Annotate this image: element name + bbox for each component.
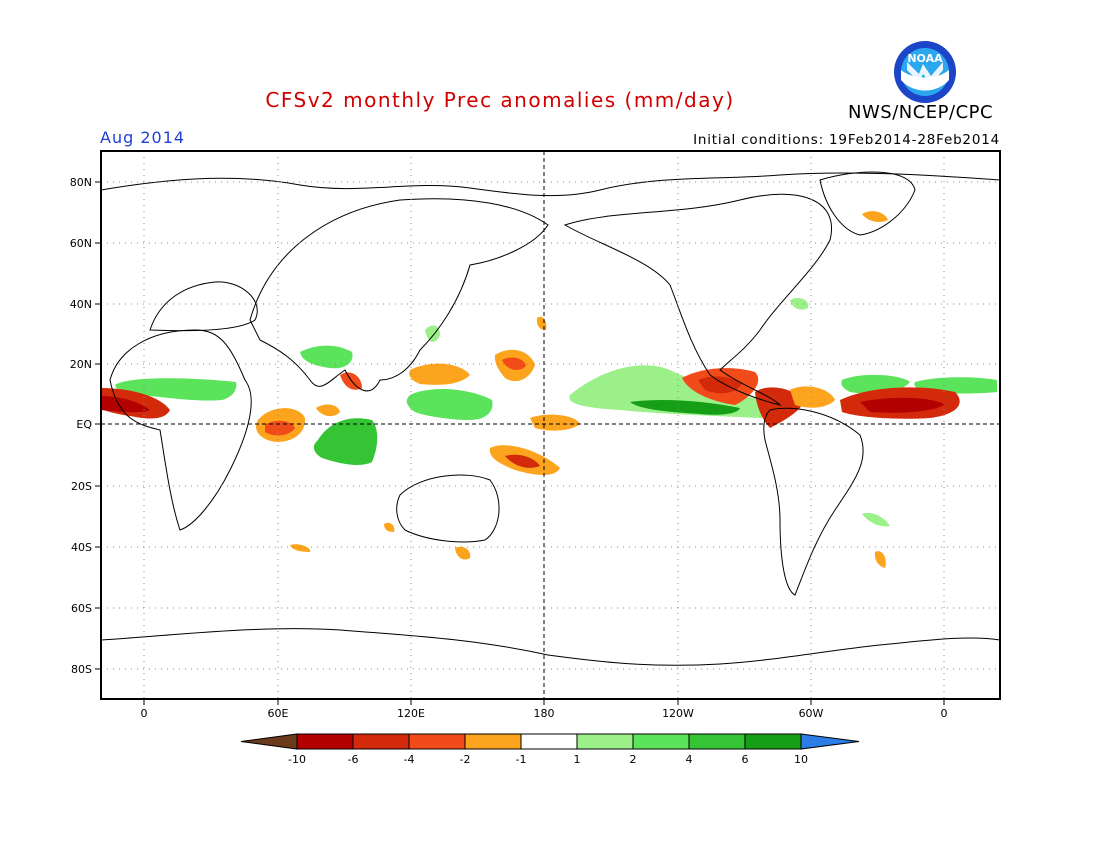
colorbar-segment	[520, 733, 578, 750]
colorbar-label: 6	[742, 753, 749, 766]
colorbar-label: 10	[794, 753, 808, 766]
colorbar-label: 4	[686, 753, 693, 766]
colorbar-label: -10	[288, 753, 306, 766]
latitude-label: 20S	[71, 480, 92, 493]
colorbar-segment	[688, 733, 746, 750]
colorbar-label: -2	[460, 753, 471, 766]
dry-anomaly-greenland	[862, 211, 888, 222]
coastline-africa	[109, 329, 252, 531]
wet-anomaly-north-atlantic	[790, 297, 809, 310]
latitude-label: 60S	[71, 602, 92, 615]
graticule	[95, 151, 1000, 705]
dry-anomaly-dateline	[530, 414, 580, 431]
dry-anomalies	[101, 211, 960, 568]
longitude-label: 0	[941, 707, 948, 720]
coastline-europe	[149, 281, 258, 332]
colorbar-segment	[576, 733, 634, 750]
longitude-label: 120E	[397, 707, 425, 720]
colorbar: -10 -6 -4 -2 -1 1 2 4 6 10	[240, 733, 860, 766]
colorbar-segment	[632, 733, 690, 750]
colorbar-segment	[408, 733, 466, 750]
noaa-logo-text: NOAA	[907, 52, 943, 65]
anomaly-fields	[101, 211, 997, 568]
dry-anomaly-australia-west	[384, 522, 395, 532]
colorbar-label: 1	[574, 753, 581, 766]
longitude-label: 0	[141, 707, 148, 720]
colorbar-arrow-dry	[240, 733, 298, 750]
map-title: CFSv2 monthly Prec anomalies (mm/day)	[265, 88, 735, 112]
latitude-labels: 80N 60N 40N 20N EQ 20S 40S 60S 80S	[70, 176, 93, 676]
coastline-north-america	[563, 193, 832, 406]
colorbar-label: -4	[404, 753, 415, 766]
longitude-label: 60E	[268, 707, 289, 720]
wet-anomaly-itcz-core	[630, 400, 740, 415]
latitude-label: 80S	[71, 663, 92, 676]
map-frame	[100, 150, 1001, 700]
latitude-label: 40S	[71, 541, 92, 554]
colorbar-segment	[744, 733, 802, 750]
noaa-logo: NOAA	[893, 40, 957, 104]
dry-anomaly-mexico-core	[698, 376, 742, 394]
latitude-label: 80N	[70, 176, 92, 189]
latitude-label: 60N	[70, 237, 92, 250]
dry-anomaly-south-pacific-core	[505, 454, 540, 468]
longitude-label: 120W	[662, 707, 694, 720]
agency-label: NWS/NCEP/CPC	[848, 102, 994, 123]
coastline-asia	[249, 198, 549, 392]
dry-anomaly-west-pacific-core	[502, 357, 526, 370]
wet-anomaly-south-atlantic	[862, 512, 890, 527]
dry-anomaly-west-africa-core	[101, 396, 150, 413]
longitude-label: 60W	[799, 707, 824, 720]
colorbar-segment	[464, 733, 522, 750]
coastline-south-america	[763, 407, 864, 596]
wet-anomaly-central-pacific	[569, 365, 782, 418]
coastline-antarctica	[101, 628, 1000, 666]
colorbar-label: -1	[516, 753, 527, 766]
longitude-labels: 0 60E 120E 180 120W 60W 0	[141, 707, 948, 720]
dry-anomaly-southern-indian	[290, 544, 311, 552]
wet-anomaly-bay-of-bengal	[300, 345, 353, 369]
wet-anomaly-indonesia	[406, 388, 493, 420]
wet-anomaly-indian-ocean	[313, 418, 378, 465]
colorbar-label: -6	[348, 753, 359, 766]
forecast-month: Aug 2014	[100, 128, 186, 147]
coastline-northern-rim	[101, 172, 1000, 197]
coastline-australia	[396, 474, 500, 543]
wet-anomalies	[115, 297, 997, 527]
coastline-greenland	[819, 171, 916, 236]
colorbar-segment	[352, 733, 410, 750]
dry-anomaly-south-america-east	[874, 551, 886, 568]
latitude-label: 40N	[70, 298, 92, 311]
initial-conditions: Initial conditions: 19Feb2014-28Feb2014	[693, 132, 1000, 148]
dry-anomaly-south-indian	[455, 546, 471, 560]
dry-anomaly-north-pacific	[536, 316, 547, 330]
dry-anomaly-india	[316, 404, 340, 417]
dry-anomaly-caribbean	[790, 386, 835, 408]
dry-anomaly-central-america	[755, 387, 805, 428]
latitude-label: EQ	[76, 418, 92, 431]
colorbar-label: 2	[630, 753, 637, 766]
dry-anomaly-tropical-atlantic-core	[860, 397, 945, 413]
colorbar-segment	[296, 733, 354, 750]
longitude-label: 180	[534, 707, 555, 720]
colorbar-arrow-wet	[800, 733, 860, 750]
coastlines	[101, 171, 1000, 666]
latitude-label: 20N	[70, 358, 92, 371]
dry-anomaly-indochina	[340, 372, 362, 390]
dry-anomaly-south-china-sea	[409, 363, 470, 385]
wet-anomaly-pacific-nw	[425, 325, 440, 342]
